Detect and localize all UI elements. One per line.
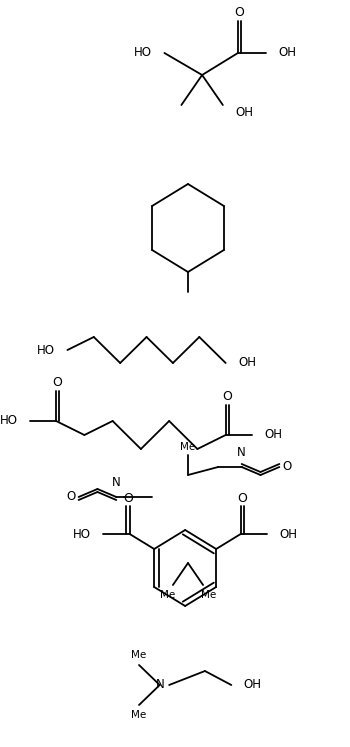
Text: Me: Me <box>201 590 216 600</box>
Text: O: O <box>66 491 76 503</box>
Text: O: O <box>234 7 244 19</box>
Text: N: N <box>112 476 121 489</box>
Text: O: O <box>52 376 62 389</box>
Text: N: N <box>237 446 246 459</box>
Text: O: O <box>282 460 292 474</box>
Text: HO: HO <box>0 415 18 427</box>
Text: Me: Me <box>180 442 196 452</box>
Text: O: O <box>123 492 133 504</box>
Text: OH: OH <box>279 527 297 541</box>
Text: OH: OH <box>278 46 296 60</box>
Text: OH: OH <box>235 107 253 120</box>
Text: Me: Me <box>131 710 147 720</box>
Text: OH: OH <box>264 429 282 441</box>
Text: HO: HO <box>73 527 91 541</box>
Text: O: O <box>222 391 232 403</box>
Text: OH: OH <box>238 356 256 370</box>
Text: Me: Me <box>160 590 175 600</box>
Text: HO: HO <box>134 46 152 60</box>
Text: O: O <box>237 492 247 504</box>
Text: Me: Me <box>131 650 147 660</box>
Text: OH: OH <box>244 678 261 692</box>
Text: HO: HO <box>37 344 55 356</box>
Text: N: N <box>156 678 165 692</box>
